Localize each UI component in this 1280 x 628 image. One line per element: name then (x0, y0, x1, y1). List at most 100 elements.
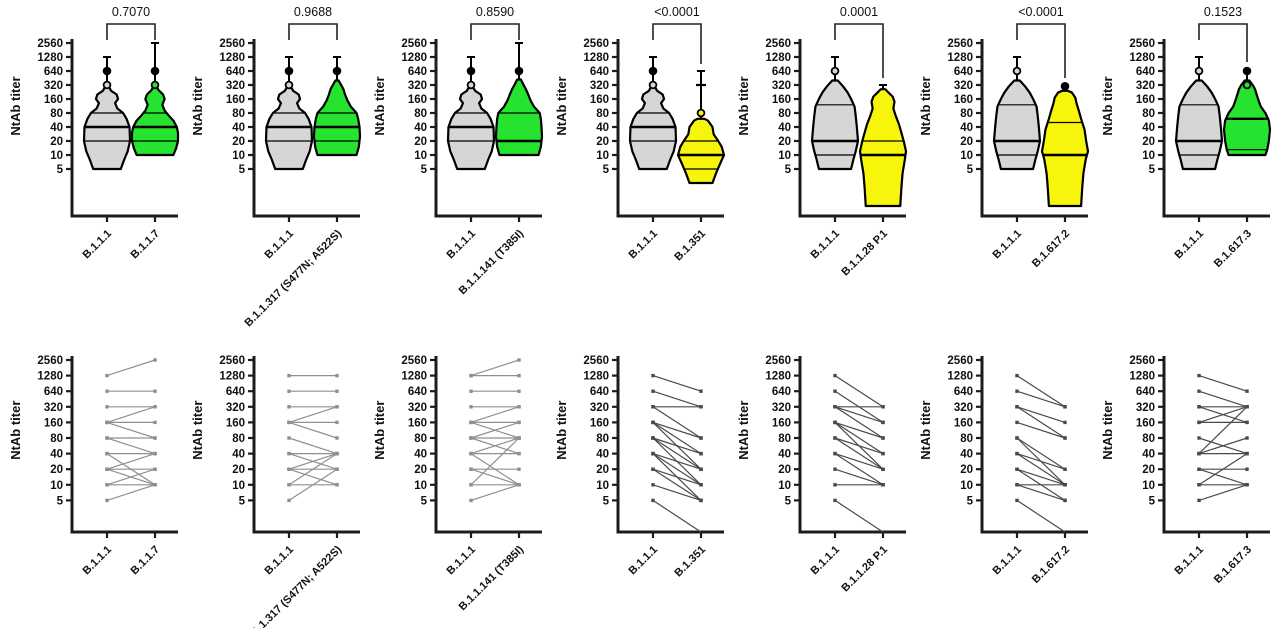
data-point (1015, 451, 1019, 456)
y-tick-label: 10 (960, 150, 973, 162)
outlier-dot (696, 108, 706, 118)
paired-line (106, 468, 156, 486)
y-tick-label: 1280 (401, 52, 427, 64)
paired-line (1198, 484, 1248, 501)
y-tick-label: 160 (226, 94, 245, 106)
y-tick-label: 5 (603, 164, 610, 176)
y-tick-label: 80 (50, 433, 63, 445)
paired-line (652, 468, 702, 486)
y-tick-label: 1280 (765, 52, 791, 64)
y-tick-label: 80 (778, 433, 791, 445)
y-tick-label: 640 (1136, 66, 1155, 78)
paired-line (1198, 390, 1248, 408)
paired-line (288, 406, 338, 423)
y-tick-label: 160 (408, 94, 427, 106)
data-point (335, 436, 339, 440)
data-point (335, 420, 339, 425)
data-point (1015, 483, 1019, 487)
violin-panel: <0.0001 2560 1280 640 320 160 80 40 20 10 5 NtAb ti… (918, 5, 1090, 270)
x-tick-label: B.1.1.1 (991, 544, 1025, 578)
data-point (469, 420, 473, 425)
y-tick-label: 40 (1142, 449, 1155, 461)
paired-line (106, 421, 156, 439)
y-tick-label: 20 (1142, 136, 1155, 148)
data-point (517, 420, 521, 425)
y-tick-label: 5 (57, 164, 64, 176)
paired-line (652, 390, 702, 408)
y-tick-label: 160 (44, 94, 63, 106)
data-point (517, 436, 521, 440)
significance-bracket (470, 23, 520, 40)
paired-line (1016, 375, 1066, 408)
y-tick-label: 2560 (947, 38, 973, 50)
y-tick-label: 40 (232, 122, 245, 134)
outlier-dot (830, 66, 840, 76)
paired-line (652, 453, 702, 470)
y-tick-label: 2560 (583, 355, 609, 367)
data-point (1063, 405, 1067, 409)
y-tick-label: 10 (414, 480, 427, 492)
paired-cell-5: 2560 1280 640 320 160 80 40 20 10 5 NtAb titer B.1.… (730, 330, 912, 628)
data-point (881, 436, 885, 440)
data-point (833, 483, 837, 487)
data-point (1197, 405, 1201, 409)
y-axis-label: NtAb titer (190, 401, 205, 460)
y-tick-label: 1280 (583, 52, 609, 64)
violin-body-B.1.1.317 (S477N; A522S) (312, 79, 362, 157)
paired-line (652, 437, 702, 470)
data-point (1245, 451, 1249, 456)
y-tick-label: 20 (414, 136, 427, 148)
y-axis-label: NtAb titer (918, 401, 933, 460)
y-tick-label: 10 (778, 480, 791, 492)
y-tick-label: 640 (226, 386, 245, 398)
y-axis-label: NtAb titer (736, 76, 751, 135)
y-tick-label: 10 (778, 150, 791, 162)
data-point (699, 405, 703, 409)
y-tick-label: 80 (596, 108, 609, 120)
y-tick-label: 2560 (1129, 38, 1155, 50)
y-tick-label: 5 (967, 495, 974, 507)
y-tick-label: 640 (408, 66, 427, 78)
paired-line (652, 484, 702, 501)
p-value-label: <0.0001 (1018, 5, 1064, 19)
paired-line (652, 468, 702, 501)
y-tick-label: 80 (414, 433, 427, 445)
y-tick-label: 320 (772, 80, 791, 92)
y-tick-label: 2560 (37, 38, 63, 50)
violin-cell-2: 0.9688 2560 1280 640 320 160 80 40 20 10 5 NtAb tit… (184, 0, 366, 330)
paired-line (106, 406, 156, 423)
data-point (1197, 389, 1201, 393)
data-point (881, 451, 885, 456)
paired-line (834, 453, 884, 486)
paired-line (1198, 468, 1248, 486)
x-tick-label: B.1.1.1 (627, 544, 661, 578)
y-tick-label: 10 (414, 150, 427, 162)
paired-line (652, 421, 702, 439)
y-tick-label: 640 (1136, 386, 1155, 398)
x-tick-label: B.1.1.7 (129, 544, 163, 578)
y-tick-label: 10 (232, 150, 245, 162)
y-tick-label: 80 (596, 433, 609, 445)
y-tick-label: 5 (1149, 495, 1156, 507)
x-tick-label: B.1.1.1 (1173, 228, 1207, 262)
paired-line (1016, 468, 1066, 486)
y-tick-label: 320 (954, 402, 973, 414)
paired-line (1198, 375, 1248, 392)
data-point (1245, 389, 1249, 393)
p-value-label: 0.1523 (1204, 5, 1242, 19)
y-tick-label: 80 (232, 433, 245, 445)
outlier-dot (466, 80, 476, 90)
paired-line (1016, 453, 1066, 470)
y-tick-label: 80 (960, 433, 973, 445)
paired-line (834, 406, 884, 423)
violin-cell-3: 0.8590 2560 1280 640 320 160 80 40 20 10 5 NtAb tit… (366, 0, 548, 330)
y-tick-label: 5 (785, 495, 792, 507)
y-tick-label: 20 (50, 136, 63, 148)
x-tick-label: B.1.1.1 (445, 228, 479, 262)
outlier-dot (150, 66, 160, 76)
paired-cell-1: 2560 1280 640 320 160 80 40 20 10 5 NtAb titer B.1.… (2, 330, 184, 628)
y-tick-label: 1280 (765, 371, 791, 383)
paired-cell-7: 2560 1280 640 320 160 80 40 20 10 5 NtAb titer B.1.… (1094, 330, 1276, 628)
data-point (1015, 498, 1019, 503)
data-point (881, 467, 885, 471)
